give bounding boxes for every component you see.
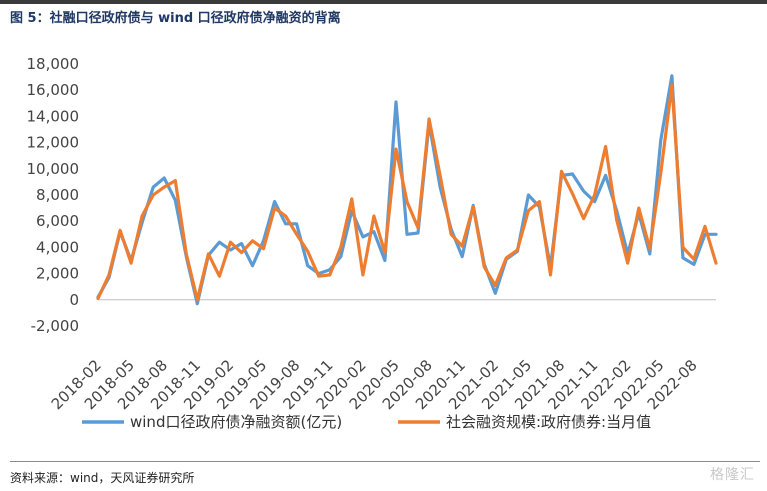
y-tick-label: 2,000 (36, 265, 79, 283)
y-tick-label: 10,000 (27, 160, 80, 178)
y-tick-label: 6,000 (36, 212, 79, 230)
y-tick-label: 18,000 (27, 55, 80, 73)
legend: wind口径政府债净融资额(亿元) 社会融资规模:政府债券:当月值 (82, 413, 651, 431)
line-chart: -2,000 0 2,000 4,000 6,000 8,000 10,000 12,000 1… (27, 55, 718, 431)
series-layer (96, 74, 718, 306)
y-tick-label: 12,000 (27, 134, 80, 152)
y-tick-label: 4,000 (36, 238, 79, 256)
series-line-2 (96, 83, 718, 302)
y-tick-label: 8,000 (36, 186, 79, 204)
legend-label-2: 社会融资规模:政府债券:当月值 (446, 413, 651, 431)
source-note: 资料来源：wind，天风证券研究所 (10, 471, 195, 485)
source-divider (10, 461, 760, 462)
y-tick-label: 0 (69, 291, 79, 309)
x-axis: 2018-022018-052018-082018-112019-022019-… (48, 299, 716, 413)
y-tick-label: 14,000 (27, 107, 80, 125)
y-tick-label: 16,000 (27, 81, 80, 99)
legend-label-1: wind口径政府债净融资额(亿元) (130, 413, 342, 431)
y-tick-label: -2,000 (31, 317, 79, 335)
y-axis: -2,000 0 2,000 4,000 6,000 8,000 10,000 12,000 1… (27, 55, 80, 335)
watermark: 格隆汇 (710, 467, 755, 483)
page-title: 图 5：社融口径政府债与 wind 口径政府债净融资的背离 (10, 11, 341, 26)
top-bar (0, 0, 767, 4)
